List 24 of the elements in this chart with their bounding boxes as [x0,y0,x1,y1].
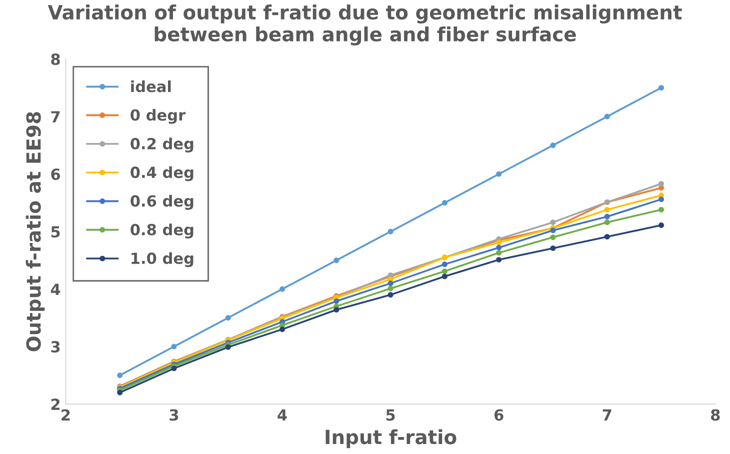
x-tick-label: 8 [711,409,720,421]
x-axis-title: Input f-ratio [326,429,456,448]
legend-label: 0.8 deg [130,224,194,238]
x-tick-label: 2 [62,409,70,421]
legend-label: 0.2 deg [130,138,194,153]
y-tick-label: 3 [51,341,60,353]
legend-label: 1.0 deg [132,252,194,268]
legend-label: 0.6 deg [130,194,194,210]
x-tick-label: 5 [386,409,395,421]
y-tick-label: 5 [51,226,60,238]
legend-label: 0 degr [130,108,186,124]
x-tick-label: 6 [494,409,504,421]
legend-label: 0.4 deg [130,166,194,182]
y-tick-label: 8 [51,53,60,66]
legend-label: ideal [131,80,171,92]
x-tick-label: 3 [170,409,178,421]
y-tick-label: 2 [51,398,60,410]
x-tick-label: 4 [278,409,287,421]
y-tick-label: 6 [51,168,60,180]
chart-title: Variation of output f-ratio due to geometric misalignment between beam angle and fiber surface [48,4,682,46]
y-tick-label: 7 [51,111,60,122]
y-tick-label: 4 [50,284,60,295]
y-axis-title: Output f-ratio at EE98 [26,112,45,352]
x-tick-label: 7 [602,409,612,421]
